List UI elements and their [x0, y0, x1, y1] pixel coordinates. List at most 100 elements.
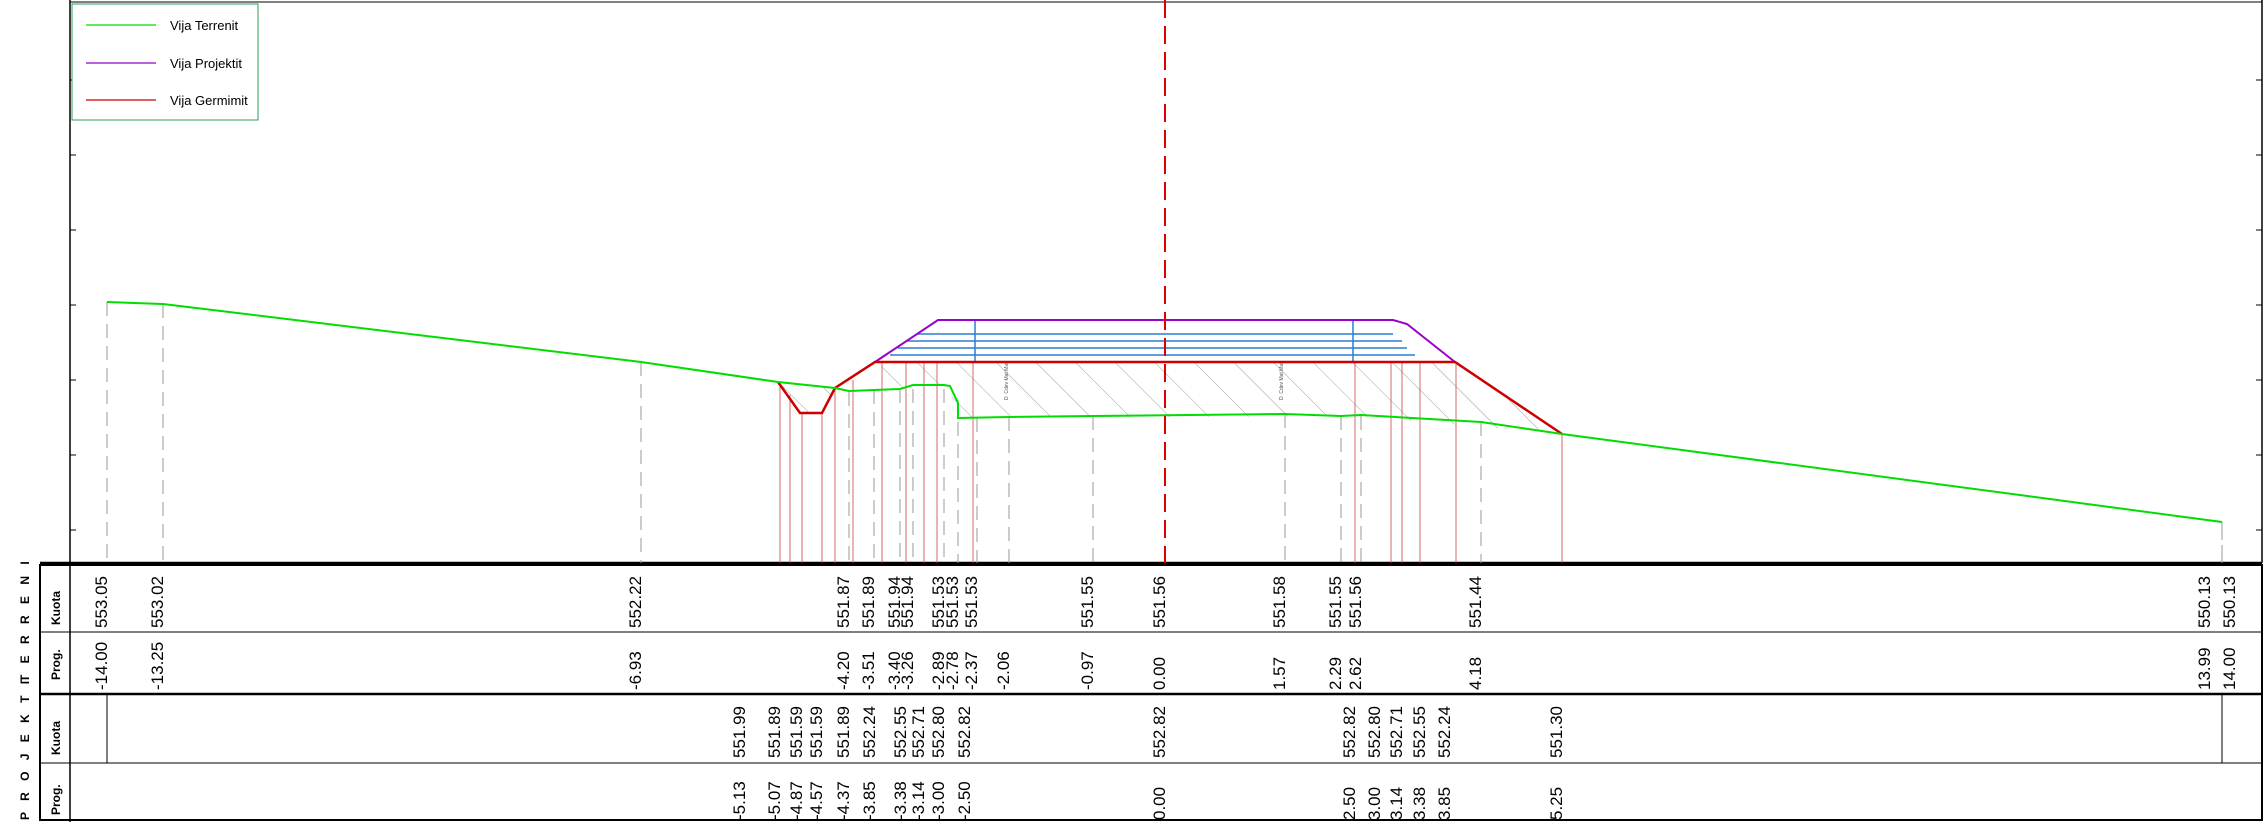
projekti-prog-value: -2.50	[955, 781, 974, 820]
projekti-prog-value: 5.25	[1547, 787, 1566, 820]
legend-box	[71, 3, 259, 121]
excavation-hatch-area	[870, 362, 1562, 434]
terreni-kuota-value: 550.13	[2195, 576, 2214, 628]
legend-label-excavation: Vija Germimit	[170, 93, 248, 108]
terreni-kuota-value: 552.22	[626, 576, 645, 628]
projekti-kuota-value: 551.30	[1547, 706, 1566, 758]
legend: Vija Terrenit Vija Projektit Vija Germim…	[71, 3, 259, 121]
projekti-prog-value: 2.50	[1340, 787, 1359, 820]
data-table	[39, 564, 2263, 822]
station-guides	[106, 302, 2223, 563]
projekti-kuota-value: 551.99	[730, 706, 749, 758]
terreni-kuota-value: 550.13	[2220, 576, 2239, 628]
plot-frame	[40, 0, 2263, 565]
terreni-kuota-value: 551.55	[1078, 576, 1097, 628]
terreni-prog-value: -2.78	[943, 651, 962, 690]
projekti-prog-value: -5.07	[765, 781, 784, 820]
legend-label-terrain: Vija Terrenit	[170, 18, 239, 33]
terreni-prog-value: -6.93	[626, 651, 645, 690]
svg-text:D ­ Cdev Mat Mat: D ­ Cdev Mat Mat	[1279, 362, 1285, 400]
projekti-prog-value: -4.37	[834, 781, 853, 820]
axis-ticks	[70, 79, 2262, 531]
terreni-prog-values: -14.00 -13.25 -6.93 -4.20 -3.51 -3.40-3.26 -2.…	[92, 642, 2239, 690]
terreni-prog-value: 14.00	[2220, 647, 2239, 690]
terreni-kuota-value: 551.53	[943, 576, 962, 628]
projekti-kuota-value: 552.24	[860, 706, 879, 758]
svg-text:D ­ Cdev Mat Mat: D ­ Cdev Mat Mat	[1004, 362, 1010, 400]
projekti-kuota-value: 552.82	[955, 706, 974, 758]
projekti-prog-value: 3.85	[1435, 787, 1454, 820]
projekti-prog-value: -3.38	[891, 781, 910, 820]
terreni-prog-value: 1.57	[1270, 657, 1289, 690]
projekti-kuota-values: 551.99 551.89 551.59 551.59 551.89 552.24 552.…	[730, 706, 1566, 758]
terreni-prog-value: 0.00	[1150, 657, 1169, 690]
terreni-kuota-value: 551.94	[885, 576, 904, 628]
projekti-kuota-value: 552.24	[1435, 706, 1454, 758]
terreni-prog-value: -14.00	[92, 642, 111, 690]
projekti-kuota-value: 552.71	[909, 706, 928, 758]
projekti-prog-value: 0.00	[1150, 787, 1169, 820]
projection-guides	[779, 362, 1563, 563]
terreni-group-label: T E R R E N I	[18, 557, 32, 682]
terreni-prog-value: -3.51	[859, 651, 878, 690]
projekti-prog-value: 3.00	[1365, 787, 1384, 820]
terreni-kuota-value: 553.05	[92, 576, 111, 628]
terreni-prog-value: -0.97	[1078, 651, 1097, 690]
project-line	[874, 319, 1456, 363]
terreni-kuota-value: 551.55	[1326, 576, 1345, 628]
projekti-kuota-value: 552.71	[1387, 706, 1406, 758]
terreni-prog-label: Prog.	[49, 649, 63, 680]
projekti-prog-value: 3.14	[1387, 787, 1406, 820]
projekti-prog-values: -5.13 -5.07 -4.87 -4.57 -4.37 -3.85 -3.38 -3.14…	[730, 781, 1566, 820]
projekti-kuota-value: 552.82	[1340, 706, 1359, 758]
excavation-line	[776, 360, 1563, 436]
terreni-kuota-value: 551.53	[962, 576, 981, 628]
projekti-kuota-value: 552.80	[1365, 706, 1384, 758]
terreni-kuota-value: 553.02	[148, 576, 167, 628]
legend-label-project: Vija Projektit	[170, 56, 242, 71]
terreni-prog-value: -3.26	[898, 651, 917, 690]
projekti-kuota-value: 551.89	[765, 706, 784, 758]
terreni-prog-value: -2.06	[994, 651, 1013, 690]
projekti-prog-value: -5.13	[730, 781, 749, 820]
projekti-kuota-value: 552.82	[1150, 706, 1169, 758]
terreni-kuota-value: 551.53	[929, 576, 948, 628]
pavement-layers	[890, 320, 1415, 362]
terreni-prog-value: -3.40	[885, 651, 904, 690]
terreni-kuota-value: 551.89	[859, 576, 878, 628]
terreni-kuota-value: 551.56	[1346, 576, 1365, 628]
layer-labels: D ­ Cdev Mat Mat D ­ Cdev Mat Mat	[1004, 362, 1285, 400]
terreni-kuota-value: 551.44	[1466, 576, 1485, 628]
projekti-prog-value: -3.85	[860, 781, 879, 820]
projekti-prog-value: -4.57	[807, 781, 826, 820]
projekti-prog-value: 3.38	[1410, 787, 1429, 820]
terreni-prog-value: -2.89	[929, 651, 948, 690]
projekti-kuota-value: 551.59	[807, 706, 826, 758]
terreni-prog-value: 2.29	[1326, 657, 1345, 690]
terreni-kuota-label: Kuota	[49, 591, 63, 625]
terrain-line	[106, 301, 2223, 523]
terreni-kuota-value: 551.94	[898, 576, 917, 628]
terreni-kuota-values: 553.05 553.02 552.22 551.87 551.89 551.94551.…	[92, 576, 2239, 628]
projekti-kuota-value: 552.55	[1410, 706, 1429, 758]
projekti-kuota-label: Kuota	[49, 721, 63, 755]
terreni-prog-value: -13.25	[148, 642, 167, 690]
projekti-prog-value: -3.00	[929, 781, 948, 820]
projekti-kuota-value: 552.80	[929, 706, 948, 758]
terreni-kuota-value: 551.87	[834, 576, 853, 628]
terreni-prog-value: 13.99	[2195, 647, 2214, 690]
projekti-kuota-value: 551.89	[834, 706, 853, 758]
projekti-prog-value: -3.14	[909, 781, 928, 820]
ditch-hatch-area	[778, 382, 835, 413]
projekti-kuota-value: 552.55	[891, 706, 910, 758]
terreni-prog-value: 4.18	[1466, 657, 1485, 690]
terreni-kuota-value: 551.56	[1150, 576, 1169, 628]
terreni-kuota-value: 551.58	[1270, 576, 1289, 628]
projekti-prog-label: Prog.	[49, 784, 63, 815]
projekti-group-label: P R O J E K T I	[18, 677, 32, 820]
projekti-prog-value: -4.87	[787, 781, 806, 820]
terreni-prog-value: -2.37	[962, 651, 981, 690]
terreni-prog-value: 2.62	[1346, 657, 1365, 690]
terreni-prog-value: -4.20	[834, 651, 853, 690]
